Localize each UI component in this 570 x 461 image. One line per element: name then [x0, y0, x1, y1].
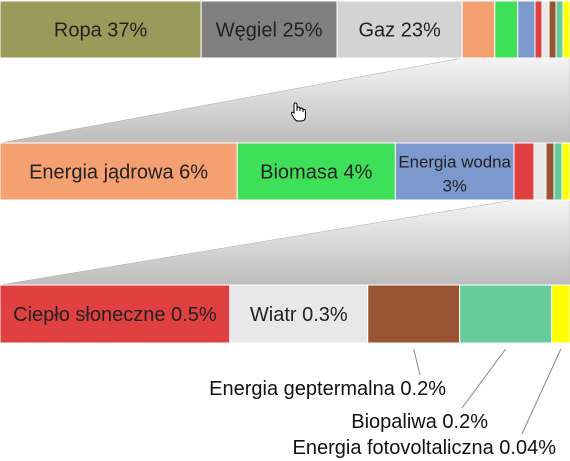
bar-segment — [513, 142, 535, 201]
mouse-cursor-icon — [290, 102, 306, 122]
segment-label: Biomasa 4% — [260, 162, 372, 184]
bar-segment — [0, 0, 202, 59]
segment-label: Ciepło słoneczne 0.5% — [13, 304, 217, 326]
bar-segment — [367, 284, 461, 344]
bar-segment — [553, 142, 563, 201]
bar-segment — [541, 0, 550, 59]
callout-leader-line — [521, 348, 562, 435]
bar-segment — [534, 0, 543, 59]
bar-segment — [494, 0, 519, 59]
bar-segment — [548, 0, 557, 59]
segment-label: Wiatr 0.3% — [250, 304, 348, 326]
bar-row-zoom-2: Ciepło słoneczne 0.5% Wiatr 0.3% — [0, 284, 570, 344]
bar-segment — [200, 0, 338, 59]
bar-row-main: Ropa 37% Węgiel 25% Gaz 23% — [0, 0, 570, 59]
callout-label: Biopaliwa 0.2% — [351, 411, 488, 433]
bar-segment — [336, 0, 463, 59]
bar-segment — [0, 142, 238, 201]
zoom-wedge-2 — [0, 199, 570, 286]
bar-segment — [555, 0, 564, 59]
bar-segment — [517, 0, 536, 59]
callout-label: Energia fotovoltaliczna 0.04% — [293, 437, 557, 459]
bar-segment — [545, 142, 555, 201]
bar-segment — [229, 284, 369, 344]
bar-row-zoom-1: Energia jądrowa 6% Biomasa 4% Energia wodn… — [0, 142, 570, 201]
segment-label: Energia jądrowa 6% — [29, 162, 208, 184]
bar-segment — [561, 142, 570, 201]
bar-segment — [0, 284, 231, 344]
segment-label: Energia wodna 3% — [398, 153, 511, 196]
bar-segment — [461, 0, 496, 59]
bar-segment — [533, 142, 547, 201]
bar-segment — [562, 0, 570, 59]
segment-label: Gaz 23% — [359, 20, 441, 42]
callout-label: Energia geptermalna 0.2% — [209, 378, 446, 400]
segment-label: Węgiel 25% — [216, 20, 323, 42]
callout-leader-line — [413, 348, 421, 376]
zoom-wedge-1 — [0, 57, 570, 144]
callout-leader-line — [461, 348, 507, 409]
bar-segment — [459, 284, 553, 344]
segment-label: Ropa 37% — [54, 20, 148, 42]
bar-segment — [551, 284, 570, 344]
